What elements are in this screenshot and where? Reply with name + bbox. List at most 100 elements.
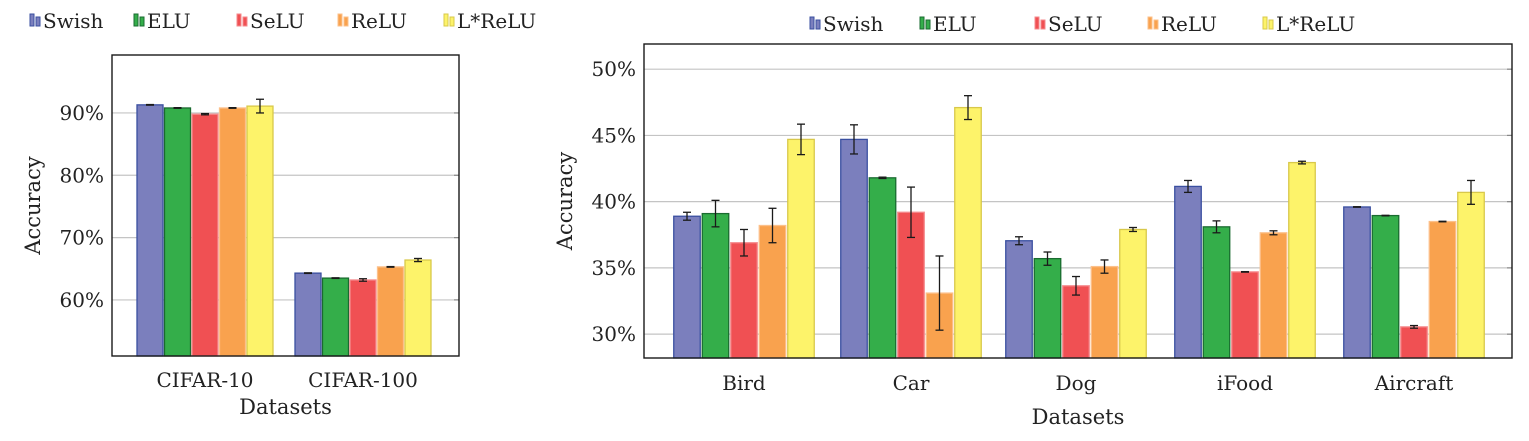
bar-lstarrelu-car: [954, 106, 982, 359]
y-tick-label: 45%: [592, 123, 636, 147]
bar-elu-aircraft: [1371, 214, 1400, 359]
bar-swish-ifood: [1174, 185, 1202, 359]
legend-item: ELU: [919, 12, 977, 36]
legend: Swish ELU SeLU ReLU L*ReLU: [29, 9, 536, 33]
bar-selu-aircraft: [1400, 326, 1428, 359]
plot-frame: [643, 43, 1513, 359]
error-bar: [1100, 259, 1109, 274]
legend-label: SeLU: [1048, 12, 1103, 36]
error-bar: [935, 255, 944, 331]
bar-swish-dog: [1005, 240, 1033, 359]
legend-label: L*ReLU: [457, 9, 536, 33]
error-bar: [740, 228, 748, 257]
x-tick-label: iFood: [1217, 371, 1273, 395]
y-tick-label: 80%: [60, 163, 104, 187]
legend-item: ReLU: [1147, 12, 1217, 36]
legend-item: SeLU: [236, 9, 305, 33]
legend-label: ReLU: [1161, 12, 1217, 36]
legend-item: Swish: [809, 12, 883, 36]
error-bar: [711, 199, 720, 228]
legend-swatch-icon: [236, 13, 242, 27]
legend-swatch-icon: [343, 16, 349, 27]
error-bar: [331, 277, 340, 280]
bar-lstarrelu-cifar-100: [404, 259, 432, 357]
legend-swatch-icon: [1147, 16, 1153, 30]
x-axis-label: Datasets: [239, 395, 332, 419]
x-axis-label: Datasets: [1032, 405, 1125, 429]
legend-swatch-icon: [1262, 16, 1268, 30]
bar-elu-cifar-10: [163, 107, 192, 357]
bar-selu-cifar-100: [349, 279, 377, 357]
legend-swatch-icon: [35, 16, 41, 27]
legend-swatch-icon: [449, 16, 455, 27]
error-bar: [386, 265, 395, 268]
error-bar: [1072, 275, 1080, 296]
error-bar: [768, 207, 777, 244]
x-tick-label: CIFAR-10: [156, 368, 253, 392]
error-bar: [850, 124, 858, 155]
error-bar: [146, 103, 154, 106]
error-bar: [683, 211, 691, 221]
legend-swatch-icon: [1153, 19, 1159, 30]
error-bar: [1381, 214, 1390, 217]
error-bar: [1015, 236, 1023, 246]
error-bar: [1129, 226, 1137, 233]
y-tick-label: 60%: [60, 288, 104, 312]
y-tick-label: 40%: [592, 190, 636, 214]
legend-swatch-icon: [139, 16, 145, 27]
error-bar: [256, 98, 264, 114]
legend-swatch-icon: [1040, 19, 1046, 30]
error-bar: [1353, 206, 1361, 208]
error-bar: [201, 112, 209, 116]
legend-swatch-icon: [815, 19, 821, 30]
bar-elu-bird: [701, 212, 730, 359]
legend-swatch-icon: [1268, 19, 1274, 30]
bar-elu-dog: [1033, 257, 1062, 359]
error-bar: [797, 123, 805, 156]
bar-lstarrelu-bird: [787, 138, 815, 359]
error-bar: [1241, 270, 1249, 273]
error-bar: [1212, 220, 1221, 234]
legend-label: ELU: [147, 9, 191, 33]
bar-lstarrelu-dog: [1119, 228, 1147, 359]
bar-elu-cifar-100: [321, 277, 350, 357]
legend-swatch-icon: [443, 13, 449, 27]
legend-swatch-icon: [337, 13, 343, 27]
bar-relu-cifar-100: [376, 266, 405, 357]
legend-swatch-icon: [925, 19, 931, 30]
y-tick-label: 90%: [60, 101, 104, 125]
x-tick-label: Dog: [1056, 371, 1097, 395]
bar-lstarrelu-aircraft: [1457, 191, 1485, 359]
bar-selu-dog: [1062, 285, 1090, 359]
legend-label: ELU: [933, 12, 977, 36]
bar-selu-bird: [730, 242, 758, 359]
error-bar: [964, 95, 972, 121]
error-bar: [907, 186, 915, 239]
legend-label: ReLU: [351, 9, 407, 33]
error-bar: [414, 257, 422, 263]
legend-swatch-icon: [242, 16, 248, 27]
error-bar: [878, 176, 887, 180]
bar-swish-bird: [673, 215, 701, 359]
legend-swatch-icon: [29, 13, 35, 27]
y-tick-label: 35%: [592, 256, 636, 280]
y-tick-label: 70%: [60, 226, 104, 250]
plot-frame: [111, 54, 460, 357]
error-bar: [359, 278, 367, 282]
bar-lstarrelu-ifood: [1288, 161, 1316, 359]
y-tick-label: 30%: [592, 322, 636, 346]
error-bar: [228, 107, 237, 109]
y-axis-label: Accuracy: [21, 156, 45, 256]
bar-elu-ifood: [1202, 226, 1231, 359]
chart-cifar: 60% 70% 80% 90% CIFAR-10 CIFAR-100 Datasets Acc…: [21, 9, 536, 419]
legend-swatch-icon: [1034, 16, 1040, 30]
legend: Swish ELU SeLU ReLU L*ReLU: [809, 12, 1355, 36]
legend-item: ReLU: [337, 9, 407, 33]
x-tick-label: Bird: [722, 371, 766, 395]
error-bar: [1269, 230, 1278, 236]
x-tick-label: CIFAR-100: [308, 368, 418, 392]
legend-swatch-icon: [133, 13, 139, 27]
legend-item: SeLU: [1034, 12, 1103, 36]
legend-label: L*ReLU: [1276, 12, 1355, 36]
bar-swish-cifar-100: [294, 272, 322, 357]
